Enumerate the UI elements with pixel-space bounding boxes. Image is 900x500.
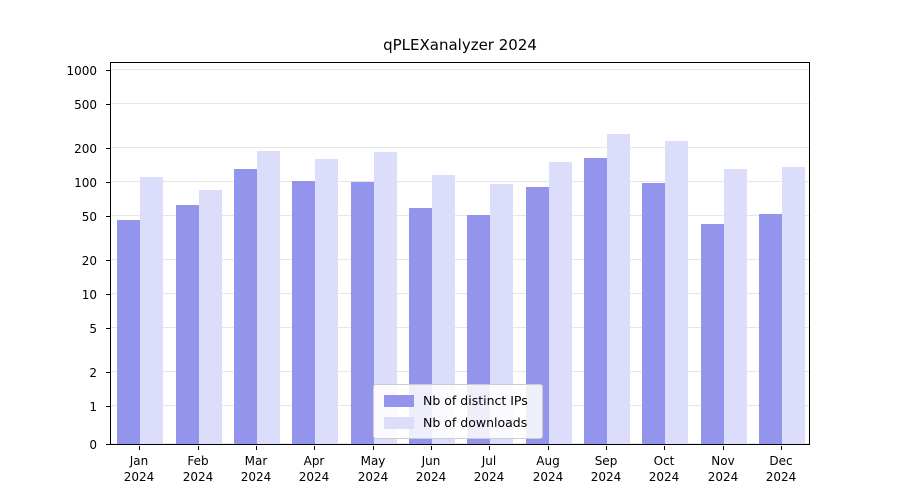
gridline	[111, 443, 809, 444]
legend-label-downloads: Nb of downloads	[423, 415, 528, 430]
x-tick-label: Jul 2024	[473, 454, 505, 484]
bar-downloads	[724, 169, 747, 444]
y-tick-mark	[106, 104, 110, 105]
bar-distinct-ips	[176, 205, 199, 444]
y-tick-label: 200	[74, 142, 97, 156]
x-tick-mark	[431, 446, 432, 450]
bar-downloads	[374, 152, 397, 444]
y-tick-label: 1000	[66, 64, 97, 78]
legend-item-downloads: Nb of downloads	[384, 415, 528, 430]
bar-distinct-ips	[117, 220, 140, 444]
bar-distinct-ips	[701, 224, 724, 444]
legend-swatch-distinct-ips	[384, 394, 414, 407]
bar-distinct-ips	[234, 169, 257, 444]
gridline	[111, 181, 809, 182]
x-tick-label: Dec 2024	[765, 454, 797, 484]
x-tick-mark	[606, 446, 607, 450]
x-tick-mark	[314, 446, 315, 450]
gridline	[111, 69, 809, 70]
bar-downloads	[140, 177, 163, 444]
legend-swatch-downloads	[384, 416, 414, 429]
y-tick-label: 10	[81, 288, 97, 302]
gridline	[111, 293, 809, 294]
y-tick-label: 0	[89, 438, 97, 452]
x-tick-label: Sep 2024	[590, 454, 622, 484]
gridline	[111, 259, 809, 260]
chart-title: qPLEXanalyzer 2024	[383, 36, 537, 54]
y-tick-label: 20	[81, 254, 97, 268]
x-tick-label: May 2024	[357, 454, 389, 484]
x-tick-mark	[664, 446, 665, 450]
x-tick-mark	[373, 446, 374, 450]
y-tick-mark	[106, 148, 110, 149]
x-tick-label: Apr 2024	[298, 454, 330, 484]
y-axis: 0 1 2 5 10 20 50 100 200 500 1000	[0, 62, 110, 452]
x-tick-label: Oct 2024	[648, 454, 680, 484]
bar-downloads	[257, 151, 280, 444]
x-axis: Jan 2024 Feb 2024 Mar 2024 Apr 2024 May 2024 Jun 20…	[110, 445, 810, 500]
y-tick-mark	[106, 70, 110, 71]
gridline	[111, 103, 809, 104]
x-tick-label: Feb 2024	[182, 454, 214, 484]
x-tick-mark	[198, 446, 199, 450]
gridline	[111, 327, 809, 328]
bar-downloads	[199, 190, 222, 444]
bar-downloads	[665, 141, 688, 444]
legend: Nb of distinct IPs Nb of downloads	[373, 384, 543, 439]
y-tick-mark	[106, 216, 110, 217]
bar-downloads	[315, 159, 338, 444]
plot-area: Nb of distinct IPs Nb of downloads	[110, 62, 810, 445]
x-tick-mark	[256, 446, 257, 450]
bar-downloads	[607, 134, 630, 444]
x-tick-label: Jan 2024	[123, 454, 155, 484]
y-tick-mark	[106, 328, 110, 329]
x-tick-mark	[139, 446, 140, 450]
x-tick-mark	[723, 446, 724, 450]
x-tick-mark	[489, 446, 490, 450]
bar-downloads	[549, 162, 572, 444]
x-tick-label: Jun 2024	[415, 454, 447, 484]
y-tick-label: 500	[74, 98, 97, 112]
x-tick-label: Nov 2024	[707, 454, 739, 484]
x-tick-label: Aug 2024	[532, 454, 564, 484]
y-tick-mark	[106, 444, 110, 445]
gridline	[111, 371, 809, 372]
y-tick-mark	[106, 372, 110, 373]
bar-downloads	[432, 175, 455, 444]
y-tick-mark	[106, 294, 110, 295]
bar-distinct-ips	[351, 182, 374, 444]
y-tick-mark	[106, 260, 110, 261]
y-tick-label: 50	[81, 210, 97, 224]
y-tick-mark	[106, 406, 110, 407]
gridline	[111, 147, 809, 148]
legend-item-distinct-ips: Nb of distinct IPs	[384, 393, 528, 408]
bar-distinct-ips	[584, 158, 607, 444]
bar-distinct-ips	[526, 187, 549, 444]
bar-distinct-ips	[642, 183, 665, 444]
x-tick-mark	[548, 446, 549, 450]
legend-label-distinct-ips: Nb of distinct IPs	[423, 393, 528, 408]
bar-downloads	[490, 184, 513, 444]
bar-distinct-ips	[759, 214, 782, 444]
y-tick-mark	[106, 182, 110, 183]
x-tick-mark	[781, 446, 782, 450]
y-tick-label: 2	[89, 366, 97, 380]
y-tick-label: 5	[89, 322, 97, 336]
bar-downloads	[782, 167, 805, 444]
bar-distinct-ips	[292, 181, 315, 444]
y-tick-label: 1	[89, 400, 97, 414]
y-tick-label: 100	[74, 176, 97, 190]
gridline	[111, 215, 809, 216]
x-tick-label: Mar 2024	[240, 454, 272, 484]
